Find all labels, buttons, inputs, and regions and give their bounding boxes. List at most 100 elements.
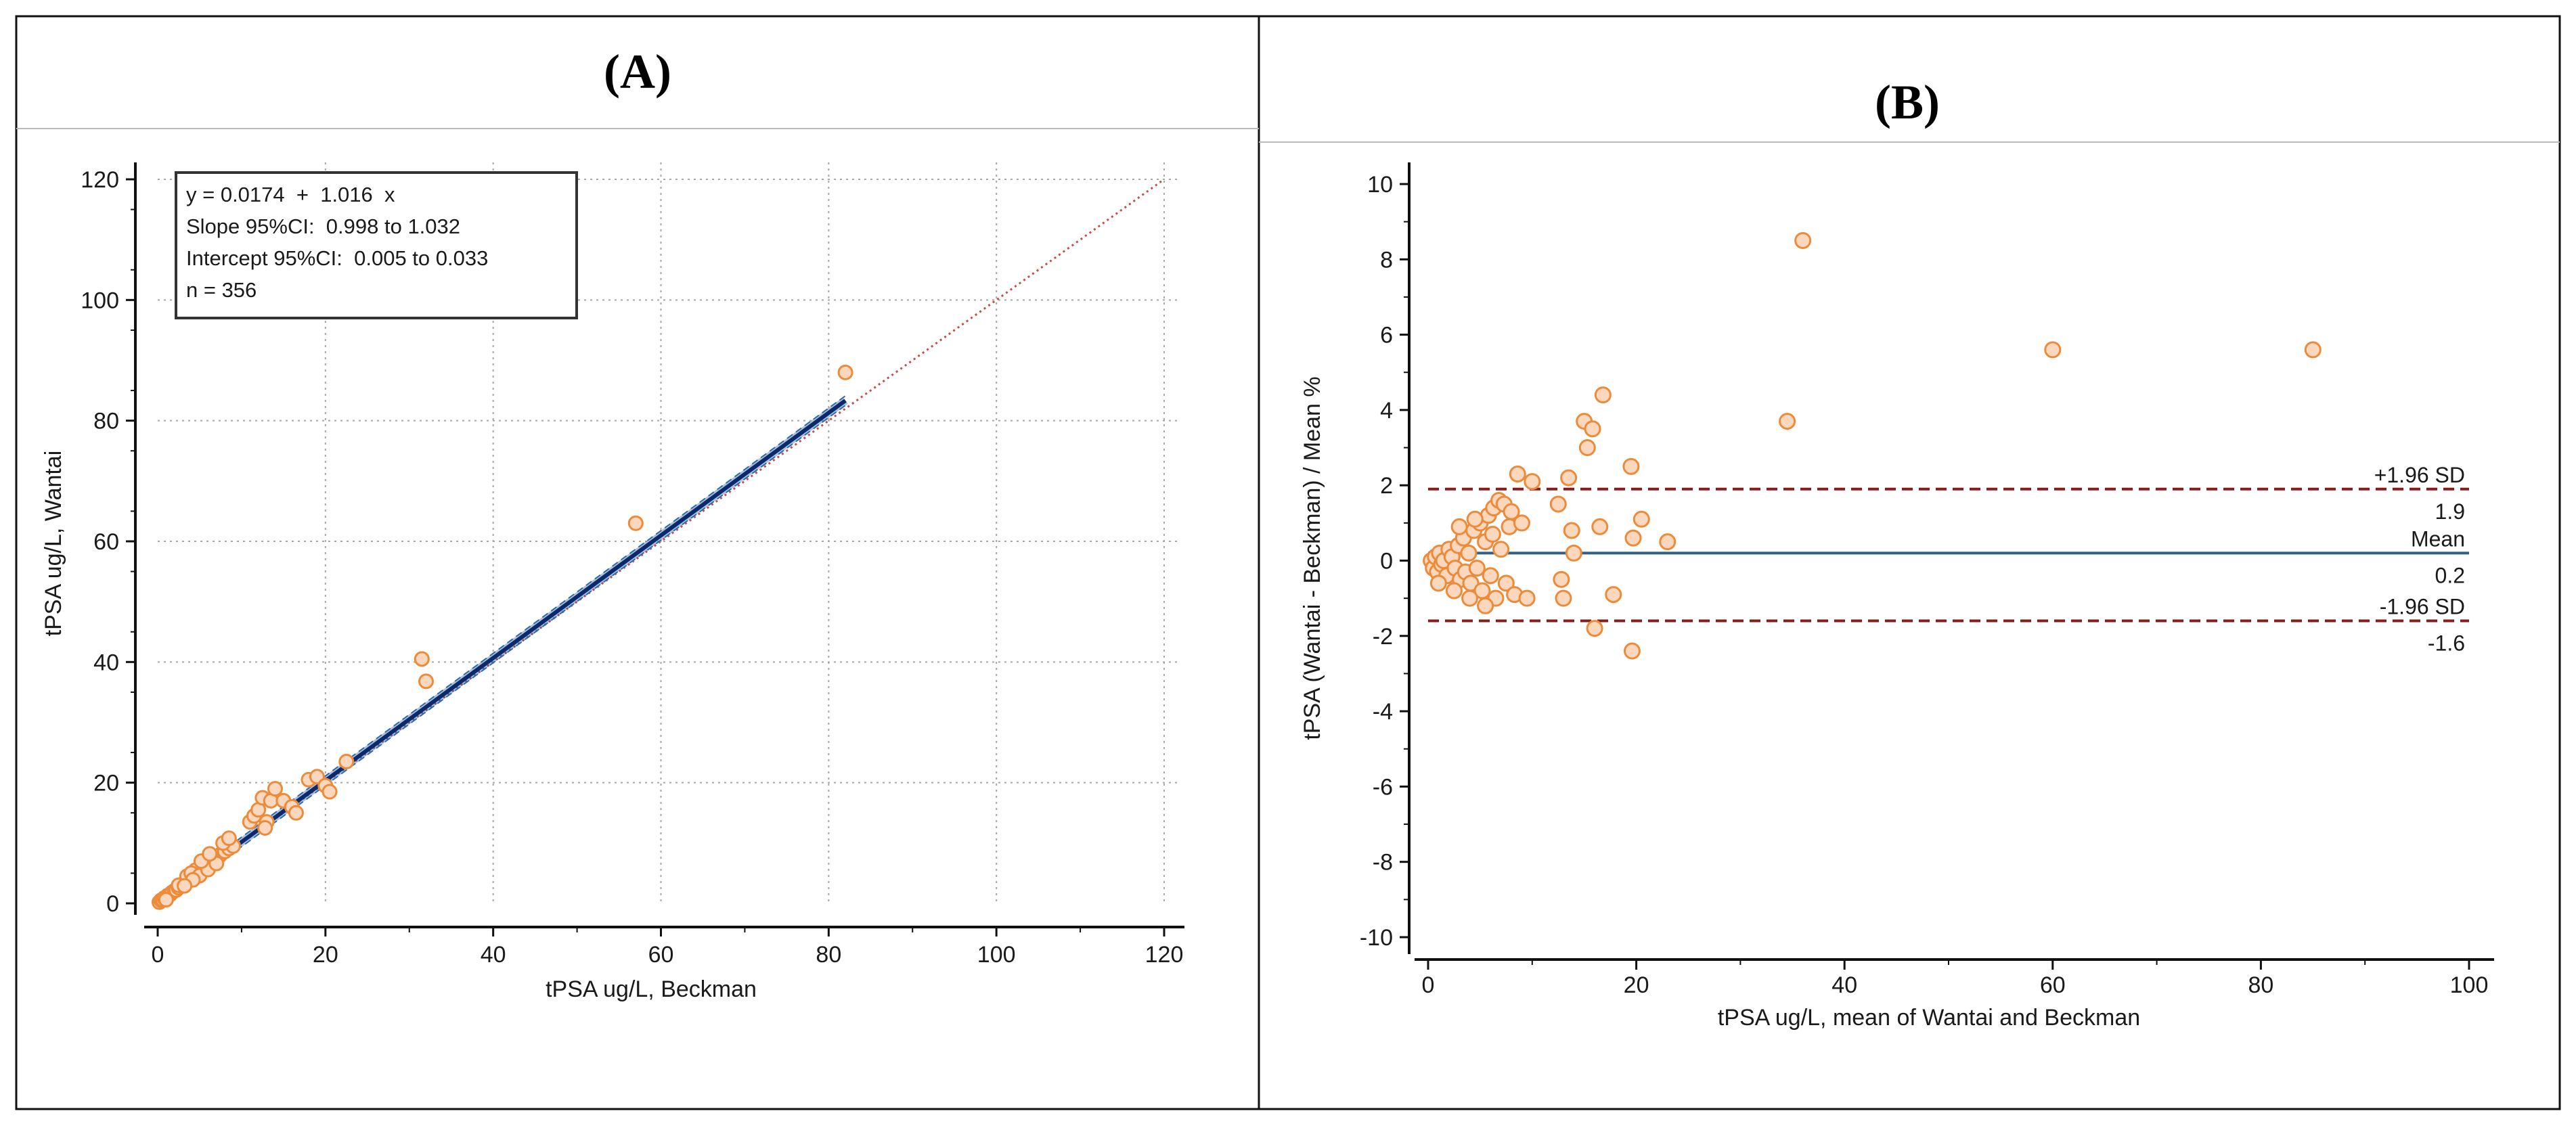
panel-b-point-59 [1624, 529, 1642, 547]
panel-a-x-ticks: 0 20 40 60 80 100 120 [152, 927, 1184, 968]
panel-b-mean-value: 0.2 [2435, 563, 2465, 587]
panel-b-y-tick-label-4: -2 [1373, 624, 1393, 650]
panel-a-ci-upper [157, 395, 846, 899]
panel-b-y-tick-label-5: 0 [1380, 549, 1393, 574]
panel-b-point-45 [1553, 570, 1570, 588]
panel-b-point-60 [1633, 510, 1650, 528]
panel-a-axes [134, 162, 1184, 928]
panel-b-x-ticks: 0 20 40 60 80 100 [1422, 960, 2489, 998]
panel-b-point-49 [1565, 544, 1582, 562]
panel-b-y-tick-label-10: 10 [1367, 172, 1393, 198]
panel-b-y-tick-label-1: -8 [1373, 850, 1393, 876]
panel-b-point-58 [1623, 642, 1641, 660]
panel-a-point-67 [418, 673, 435, 690]
panel-b-point-41 [1450, 518, 1468, 535]
panel-a-x-tick-label-5: 100 [977, 942, 1016, 968]
panel-a-point-46 [202, 846, 218, 862]
panel-b-y-tick-label-0: -10 [1360, 925, 1393, 951]
panel-b-x-tick-label-3: 60 [2040, 972, 2066, 998]
panel-b-point-39 [1461, 589, 1479, 607]
panel-a-x-tick-label-3: 60 [648, 942, 674, 968]
panel-b-points [1423, 231, 2322, 660]
panel-b-mean-label: Mean [2411, 526, 2465, 551]
panel-b-point-62 [1779, 413, 1796, 430]
panel-a-x-axis-title: tPSA ug/L, Beckman [546, 976, 757, 1002]
panel-a-x-tick-label-1: 20 [313, 942, 338, 968]
panel-b-point-46 [1555, 589, 1572, 607]
panel-a-legend-box [175, 171, 578, 319]
panel-a-y-tick-label-6: 120 [81, 167, 119, 193]
panel-b-x-tick-label-5: 100 [2450, 972, 2489, 998]
panel-a-y-tick-label-3: 60 [93, 529, 119, 555]
panel-b-point-55 [1594, 386, 1612, 404]
panel-a-point-65 [338, 753, 355, 769]
panel-a-legend-line-3: Intercept 95%CI: 0.005 to 0.033 [186, 246, 488, 270]
panel-b-label: (B) [1875, 75, 1940, 129]
panel-a-x-tick-label-0: 0 [152, 942, 164, 968]
panel-a-y-ticks: 0 20 40 60 80 100 120 [81, 167, 135, 917]
panel-b-point-23 [1482, 567, 1499, 585]
panel-b-lower-value: -1.6 [2428, 631, 2465, 656]
panel-b-point-44 [1549, 495, 1567, 513]
panel-b-y-tick-label-8: 6 [1380, 323, 1393, 348]
panel-b-point-64 [2044, 341, 2062, 359]
panel-b-point-56 [1605, 586, 1622, 604]
panel-b-point-42 [1466, 510, 1484, 528]
panel-a-point-44 [221, 830, 237, 847]
panel-b-x-tick-label-4: 80 [2248, 972, 2273, 998]
panel-a-label: (A) [604, 45, 671, 99]
panel-a-y-tick-label-4: 80 [93, 409, 119, 434]
panel-b-y-tick-label-2: -6 [1373, 774, 1393, 800]
panel-a-y-tick-label-0: 0 [106, 891, 119, 917]
panel-b-y-tick-label-3: -4 [1373, 699, 1393, 725]
panel-a-point-56 [257, 820, 273, 836]
panel-a-point-60 [288, 805, 304, 821]
panel-b-x-tick-label-2: 40 [1831, 972, 1857, 998]
panel-b-y-ticks: -10 -8 -6 -4 -2 0 2 4 6 8 10 [1360, 172, 1409, 951]
panel-a-legend: y = 0.0174 + 1.016 x Slope 95%CI: 0.998 … [175, 171, 578, 319]
panel-b-point-47 [1560, 469, 1578, 487]
panel-b-point-31 [1503, 503, 1520, 520]
panel-a-y-tick-label-5: 100 [81, 288, 119, 313]
panel-a-x-tick-label-4: 80 [816, 942, 841, 968]
panel-b-x-tick-label-1: 20 [1624, 972, 1649, 998]
panel-b-point-63 [1794, 231, 1812, 249]
panel-a-x-tick-label-6: 120 [1145, 942, 1184, 968]
panel-b-reference-lines [1428, 487, 2469, 623]
panel-b-point-38 [1445, 582, 1463, 600]
panel-a-point-69 [837, 364, 853, 380]
panel-a-x-tick-label-2: 40 [481, 942, 506, 968]
panel-a-point-68 [627, 515, 644, 531]
panel-a-y-tick-label-1: 20 [93, 771, 119, 796]
panel-a-legend-line-2: Slope 95%CI: 0.998 to 1.032 [186, 215, 460, 238]
panel-b-point-40 [1477, 597, 1494, 614]
panel-b-point-18 [1468, 560, 1486, 577]
panel-b-point-35 [1518, 589, 1536, 607]
panel-a-point-49 [158, 892, 174, 908]
panel-a-point-66 [414, 651, 430, 667]
panel-b-axes [1408, 162, 2494, 961]
panel-b-x-tick-label-0: 0 [1422, 972, 1435, 998]
panel-b-point-48 [1563, 522, 1580, 539]
panel-a-legend-line-1: y = 0.0174 + 1.016 x [186, 183, 395, 206]
panel-a-y-axis-title: tPSA ug/L, Wantai [41, 451, 66, 637]
panel-b-point-53 [1586, 620, 1603, 637]
panel-b-point-15 [1460, 544, 1478, 562]
panel-b-point-36 [1524, 473, 1541, 491]
panel-b-point-29 [1497, 574, 1515, 592]
panel-b-point-51 [1578, 439, 1596, 457]
panel-b-point-52 [1584, 420, 1601, 438]
panel-b-y-tick-label-9: 8 [1380, 247, 1393, 273]
panel-a-legend-line-4: n = 356 [186, 278, 257, 302]
panel-b-lower-label: -1.96 SD [2380, 595, 2465, 619]
panel-a-y-tick-label-2: 40 [93, 650, 119, 675]
panel-a-point-48 [177, 878, 193, 894]
panel-b-point-57 [1622, 457, 1640, 475]
panel-b-y-axis-title: tPSA (Wantai - Beckman) / Mean % [1300, 376, 1325, 740]
panel-b-upper-label: +1.96 SD [2374, 463, 2465, 487]
panel-b-point-65 [2304, 341, 2322, 359]
panel-b-point-37 [1429, 574, 1447, 592]
panel-a-point-57 [267, 781, 283, 797]
